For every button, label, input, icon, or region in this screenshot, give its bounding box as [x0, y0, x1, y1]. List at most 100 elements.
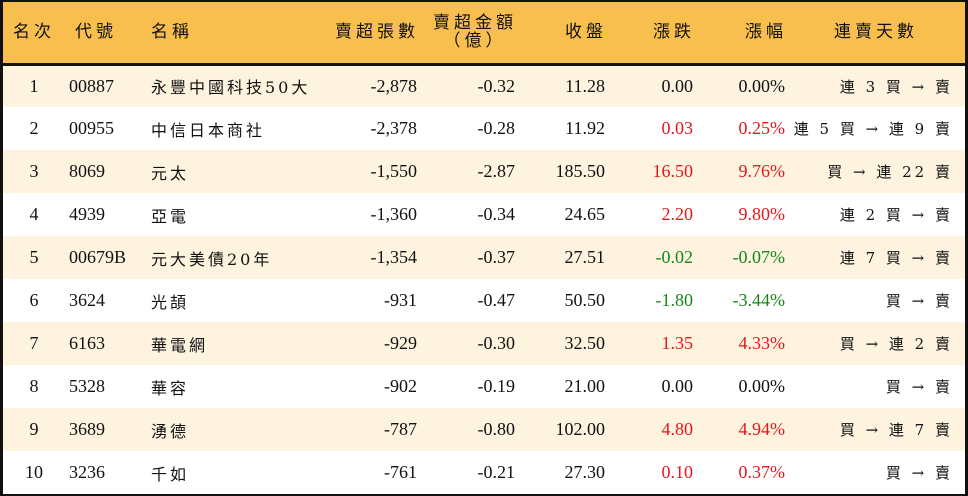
cell-rank: 10: [25, 462, 43, 482]
cell-rank: 4: [29, 204, 39, 224]
cell-change-pct: 9.80%: [738, 204, 786, 224]
cell-change: 0.00: [661, 376, 694, 396]
cell-rank: 5: [29, 247, 39, 267]
table-row: 6 3624 光頡 -931 -0.47 50.50 -1.80 -3.44% …: [3, 279, 965, 322]
cell-rank: 2: [29, 118, 39, 138]
cell-code: 8069: [69, 161, 105, 181]
cell-net-sell-lots: -902: [384, 376, 417, 396]
cell-streak: 買 → 賣: [885, 292, 953, 310]
cell-change-pct: -3.44%: [732, 290, 786, 310]
cell-code: 3236: [69, 462, 105, 482]
cell-rank: 6: [29, 290, 39, 310]
cell-name: 華電網: [151, 335, 209, 355]
cell-name: 中信日本商社: [151, 120, 266, 140]
cell-change: -0.02: [655, 247, 694, 267]
header-name: 名稱: [151, 22, 193, 43]
header-net-sell-amount-label: 賣超金額 （億）: [433, 14, 517, 50]
cell-net-sell-amount: -2.87: [477, 161, 516, 181]
cell-net-sell-lots: -931: [384, 290, 417, 310]
cell-code: 6163: [69, 333, 105, 353]
cell-streak: 連 5 買 → 連 9 賣: [793, 120, 953, 138]
cell-rank: 3: [29, 161, 39, 181]
cell-streak: 買 → 連 22 賣: [827, 163, 953, 181]
cell-streak: 買 → 連 2 賣: [839, 335, 953, 353]
cell-change-pct: 0.00%: [738, 376, 786, 396]
table-row: 3 8069 元太 -1,550 -2.87 185.50 16.50 9.76…: [3, 150, 965, 193]
cell-change-pct: 0.00%: [738, 75, 786, 96]
cell-change: 0.00: [661, 75, 694, 96]
table-row: 9 3689 湧德 -787 -0.80 102.00 4.80 4.94% 買…: [3, 408, 965, 451]
cell-streak: 連 2 買 → 賣: [839, 206, 953, 224]
cell-close: 27.30: [564, 462, 606, 482]
cell-net-sell-lots: -2,378: [370, 118, 418, 138]
cell-code: 4939: [69, 204, 105, 224]
table-row: 5 00679B 元大美債20年 -1,354 -0.37 27.51 -0.0…: [3, 236, 965, 279]
cell-net-sell-amount: -0.32: [477, 75, 516, 96]
header-net-sell-amount: 賣超金額 （億）: [419, 2, 517, 64]
table-row: 8 5328 華容 -902 -0.19 21.00 0.00 0.00% 買 …: [3, 365, 965, 408]
cell-name: 千如: [151, 464, 190, 484]
cell-code: 00887: [69, 75, 114, 96]
cell-streak: 買 → 賣: [885, 378, 953, 396]
header-net-sell-amount-line2: （億）: [443, 31, 507, 52]
cell-close: 24.65: [564, 204, 606, 224]
header-close: 收盤: [565, 22, 607, 43]
cell-change: 0.10: [661, 462, 694, 482]
cell-code: 3624: [69, 290, 105, 310]
cell-rank: 8: [29, 376, 39, 396]
cell-name: 華容: [151, 378, 190, 398]
cell-change-pct: 4.33%: [738, 333, 786, 353]
cell-change-pct: 0.37%: [738, 462, 786, 482]
net-sell-ranking-table: 名次 代號 名稱 賣超張數 賣超金額 （億） 收盤 漲跌 漲幅 連賣天數 1 0…: [3, 2, 965, 494]
cell-change: 2.20: [661, 204, 694, 224]
table-row: 10 3236 千如 -761 -0.21 27.30 0.10 0.37% 買…: [3, 451, 965, 494]
cell-close: 27.51: [564, 247, 606, 267]
header-net-sell-lots: 賣超張數: [335, 22, 419, 43]
cell-streak: 連 3 買 → 賣: [839, 77, 953, 96]
cell-net-sell-lots: -1,550: [370, 161, 418, 181]
cell-streak: 連 7 買 → 賣: [839, 249, 953, 267]
cell-net-sell-amount: -0.19: [477, 376, 516, 396]
table-row: 7 6163 華電網 -929 -0.30 32.50 1.35 4.33% 買…: [3, 322, 965, 365]
cell-change: -1.80: [655, 290, 694, 310]
cell-net-sell-lots: -761: [384, 462, 417, 482]
cell-net-sell-amount: -0.80: [477, 419, 516, 439]
cell-net-sell-amount: -0.28: [477, 118, 516, 138]
header-net-sell-amount-line1: 賣超金額: [433, 13, 517, 34]
cell-name: 亞電: [151, 206, 190, 226]
cell-rank: 9: [29, 419, 39, 439]
table-row: 1 00887 永豐中國科技50大 -2,878 -0.32 11.28 0.0…: [3, 64, 965, 107]
cell-code: 3689: [69, 419, 105, 439]
cell-name: 元太: [151, 163, 190, 183]
cell-change-pct: 0.25%: [738, 118, 786, 138]
header-change-pct: 漲幅: [745, 22, 787, 43]
cell-streak: 買 → 賣: [885, 464, 953, 482]
table-header: 名次 代號 名稱 賣超張數 賣超金額 （億） 收盤 漲跌 漲幅 連賣天數: [3, 2, 965, 64]
cell-net-sell-lots: -929: [384, 333, 417, 353]
header-rank: 名次: [13, 22, 55, 43]
cell-net-sell-amount: -0.30: [477, 333, 516, 353]
header-streak-days: 連賣天數: [834, 22, 918, 43]
cell-code: 00955: [69, 118, 114, 138]
cell-close: 50.50: [564, 290, 606, 310]
cell-rank: 7: [29, 333, 39, 353]
cell-net-sell-amount: -0.47: [477, 290, 516, 310]
cell-net-sell-lots: -1,354: [370, 247, 418, 267]
cell-close: 11.92: [565, 118, 605, 138]
cell-name: 光頡: [151, 292, 190, 312]
cell-net-sell-amount: -0.21: [477, 462, 516, 482]
cell-net-sell-amount: -0.34: [477, 204, 516, 224]
table-row: 4 4939 亞電 -1,360 -0.34 24.65 2.20 9.80% …: [3, 193, 965, 236]
cell-code: 00679B: [69, 247, 127, 267]
cell-code: 5328: [69, 376, 105, 396]
cell-close: 21.00: [564, 376, 606, 396]
cell-change-pct: -0.07%: [732, 247, 786, 267]
cell-change: 1.35: [661, 333, 694, 353]
cell-net-sell-amount: -0.37: [477, 247, 516, 267]
cell-net-sell-lots: -1,360: [370, 204, 418, 224]
header-change: 漲跌: [653, 22, 695, 43]
cell-close: 11.28: [565, 75, 605, 96]
cell-net-sell-lots: -787: [384, 419, 417, 439]
cell-change: 4.80: [661, 419, 694, 439]
